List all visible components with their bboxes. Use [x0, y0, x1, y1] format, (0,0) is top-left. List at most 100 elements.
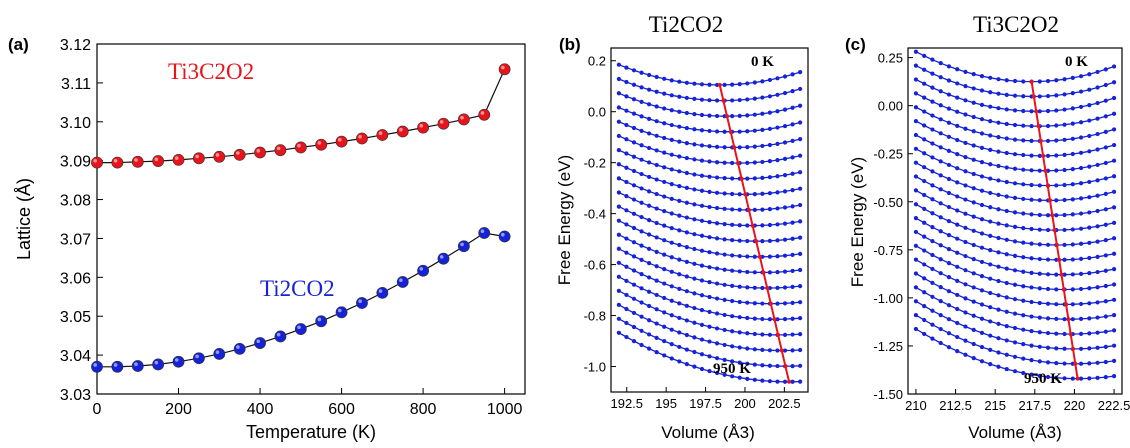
curve-point: [730, 191, 735, 197]
curve-point: [1070, 121, 1075, 126]
data-point-highlight: [93, 363, 97, 367]
curve-point: [654, 162, 659, 168]
curve-point: [1054, 213, 1059, 218]
curve-point: [631, 97, 637, 102]
curve-point: [979, 259, 985, 265]
curve-point: [963, 324, 968, 329]
curve-point: [624, 334, 629, 340]
curve-point: [798, 69, 803, 75]
curve-point: [930, 211, 935, 216]
curve-point: [730, 253, 735, 258]
data-point-highlight: [399, 127, 403, 132]
curve-point: [1078, 150, 1084, 155]
curve-point: [938, 173, 943, 178]
curve-point: [1037, 344, 1042, 349]
minimum-point: [1075, 376, 1080, 381]
curve-point: [946, 317, 952, 322]
curve-point: [946, 134, 952, 139]
data-point: [254, 337, 266, 349]
curve-point: [624, 179, 629, 185]
curve-point: [1103, 299, 1108, 304]
curve-point: [1037, 153, 1042, 158]
curve-point: [922, 206, 927, 211]
curve-point: [913, 257, 919, 262]
curve-point: [684, 155, 689, 161]
curve-point: [1062, 242, 1067, 247]
curve-point: [1054, 360, 1059, 366]
curve-point: [971, 171, 976, 177]
curve-point: [775, 363, 780, 369]
data-point-highlight: [236, 345, 240, 349]
minimum-point: [721, 98, 726, 103]
data-point: [274, 330, 287, 343]
curve-point: [669, 78, 674, 83]
panel-c-curves: [913, 49, 1117, 381]
curve-point: [714, 205, 720, 211]
curve-point: [1062, 107, 1067, 112]
curve-point: [963, 225, 968, 230]
curve-point: [616, 176, 621, 181]
curve-point: [1004, 280, 1009, 286]
curve-point: [654, 307, 659, 312]
curve-point: [730, 222, 735, 227]
data-point: [213, 348, 226, 360]
curve-point: [1078, 196, 1084, 201]
curve-point: [722, 327, 727, 333]
curve-point: [971, 186, 976, 191]
curve-point: [946, 289, 952, 294]
minimum-point: [1045, 183, 1050, 188]
curve-point: [913, 188, 919, 193]
curve-point: [677, 198, 682, 203]
curve-point: [707, 324, 712, 329]
curve-point: [798, 379, 803, 384]
curve-point: [722, 237, 727, 242]
curve-point: [692, 142, 697, 147]
data-point-highlight: [439, 255, 444, 259]
curve-point: [730, 98, 735, 103]
curve-point: [1054, 287, 1059, 292]
curve-point: [745, 176, 750, 181]
minimum-point: [1036, 124, 1041, 129]
curve-point: [669, 152, 674, 157]
curve-point: [775, 317, 780, 322]
curve-point: [1004, 237, 1009, 242]
curve-point: [971, 143, 976, 148]
curve-point: [1070, 75, 1075, 80]
curve-point: [745, 331, 750, 336]
curve-point: [624, 250, 629, 255]
curve-point: [1103, 145, 1108, 150]
curve-point: [1103, 82, 1108, 88]
curve-point: [654, 133, 659, 138]
curve-point: [938, 285, 943, 290]
curve-point: [1078, 301, 1084, 307]
curve-point: [737, 345, 742, 350]
curve-point: [946, 275, 952, 280]
minimum-point: [750, 223, 755, 228]
curve-point: [699, 352, 705, 357]
curve-point: [790, 300, 795, 305]
curve-point: [955, 222, 960, 227]
curve-point: [930, 127, 935, 132]
curve-point: [1062, 272, 1067, 277]
curve-point: [790, 348, 795, 353]
curve-point: [662, 310, 667, 315]
curve-point: [1054, 257, 1059, 262]
data-point-highlight: [276, 146, 281, 151]
curve-point: [1054, 272, 1059, 277]
curve-point: [971, 228, 976, 233]
curve-point: [760, 223, 765, 228]
curve-point: [669, 182, 674, 187]
curve-point: [707, 339, 712, 344]
curve-point: [963, 98, 968, 103]
curve-point: [745, 145, 750, 150]
panel-c-title: Ti3C2O2: [973, 12, 1059, 37]
curve-point: [996, 91, 1001, 96]
curve-point: [1070, 182, 1075, 187]
curve-point: [775, 125, 780, 130]
curve-point: [767, 363, 773, 368]
curve-point: [922, 81, 927, 86]
curve-point: [955, 292, 960, 298]
panel-a-x-label: Temperature (K): [246, 422, 376, 442]
curve-point: [1029, 285, 1034, 290]
curve-point: [782, 253, 788, 258]
